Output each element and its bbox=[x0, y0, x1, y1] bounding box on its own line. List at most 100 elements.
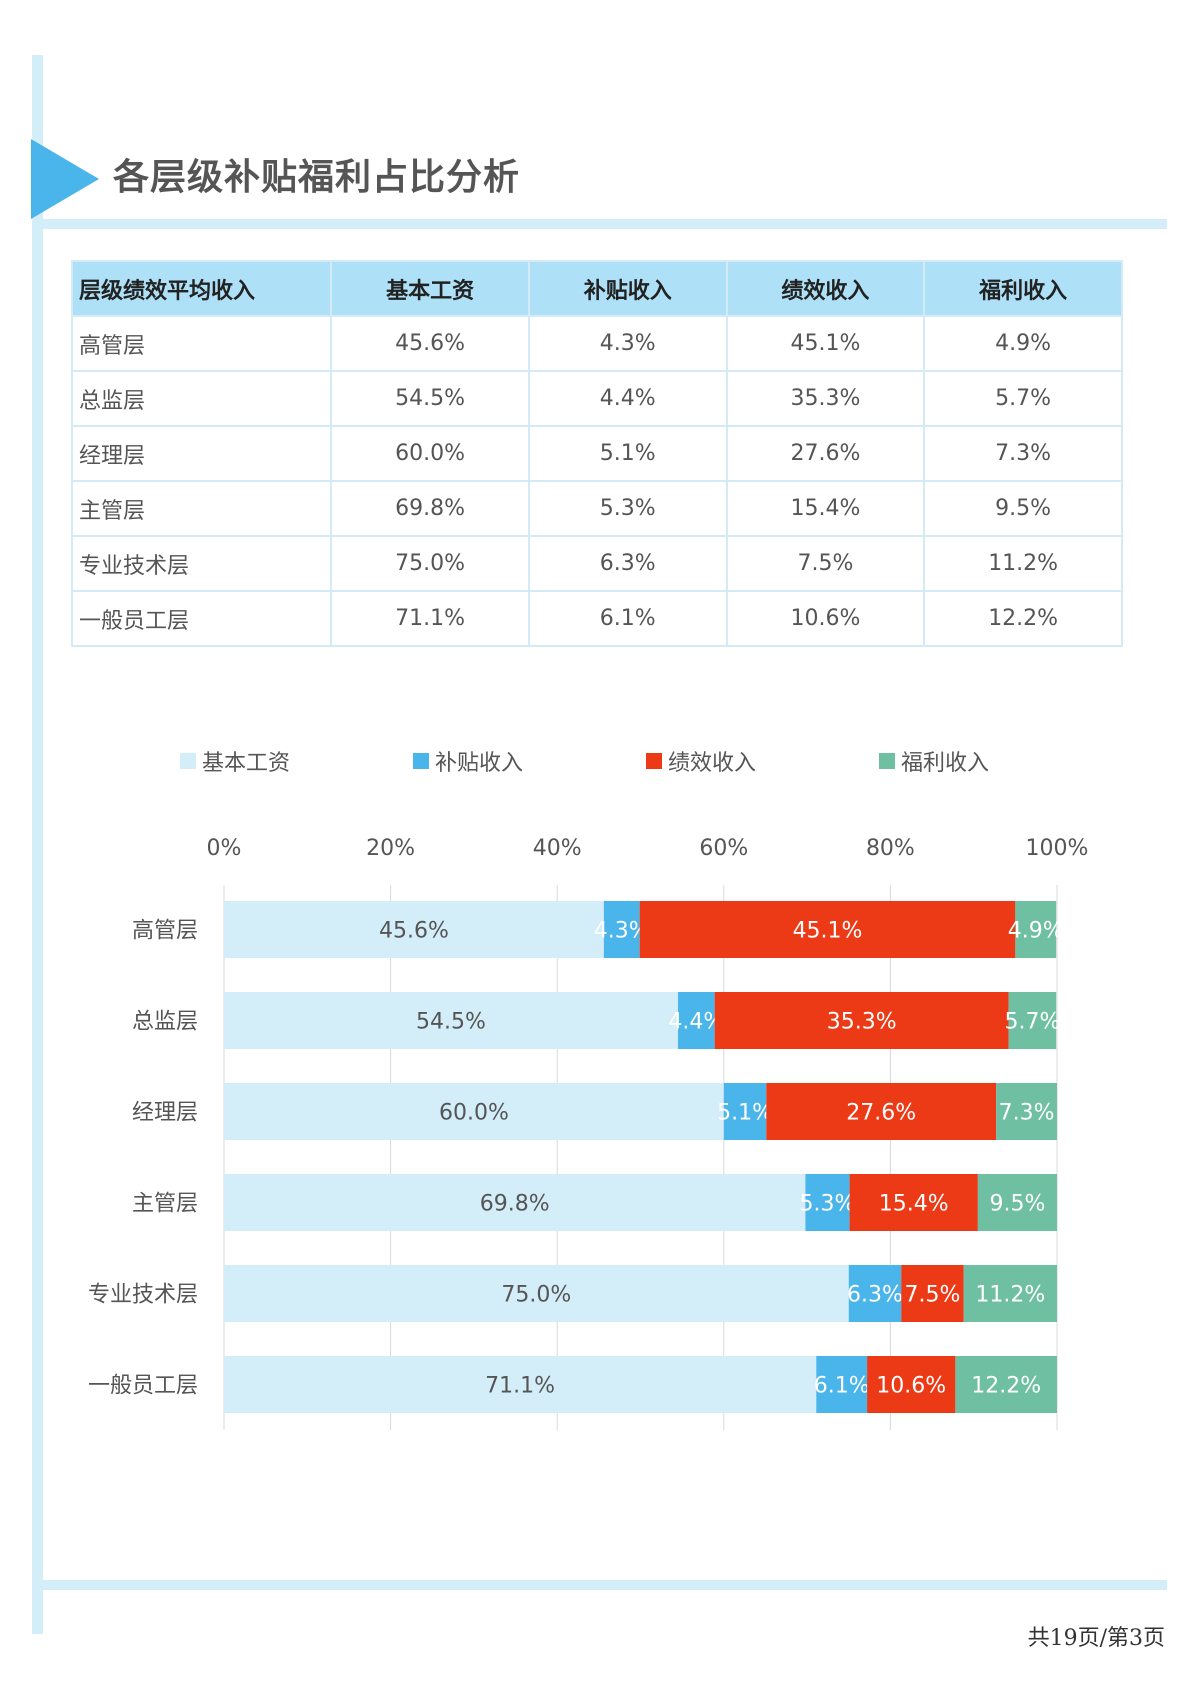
bar-segment bbox=[816, 1356, 868, 1413]
data-label: 45.1% bbox=[793, 919, 863, 944]
x-tick-label: 20% bbox=[366, 836, 415, 861]
table-row: 一般员工层 71.1% 6.1% 10.6% 12.2% bbox=[70, 590, 1123, 647]
data-label: 5.3% bbox=[800, 1192, 856, 1217]
table-cell: 6.3% bbox=[527, 535, 728, 592]
data-label: 35.3% bbox=[827, 1010, 897, 1035]
legend-swatch bbox=[646, 753, 662, 769]
legend-swatch bbox=[413, 753, 429, 769]
category-label: 一般员工层 bbox=[88, 1374, 198, 1399]
table-header-cell: 层级绩效平均收入 bbox=[70, 260, 333, 317]
data-label: 12.2% bbox=[971, 1374, 1041, 1399]
bar-segment bbox=[224, 1356, 817, 1413]
data-label: 75.0% bbox=[501, 1283, 571, 1308]
category-label: 总监层 bbox=[132, 1010, 198, 1035]
table-cell: 一般员工层 bbox=[70, 590, 333, 647]
table-cell: 10.6% bbox=[725, 590, 926, 647]
table-header-cell: 基本工资 bbox=[330, 260, 530, 317]
bar-segment bbox=[603, 901, 640, 958]
bar-segment bbox=[901, 1265, 964, 1322]
table-cell: 主管层 bbox=[70, 480, 333, 537]
table-cell: 5.1% bbox=[527, 425, 728, 482]
legend-item-welfare: 福利收入 bbox=[879, 745, 989, 777]
table-header-cell: 绩效收入 bbox=[725, 260, 926, 317]
bar-segment bbox=[963, 1265, 1057, 1322]
data-label: 54.5% bbox=[416, 1010, 486, 1035]
x-tick-label: 100% bbox=[1026, 836, 1089, 861]
bar-segment bbox=[805, 1174, 850, 1231]
table-cell: 15.4% bbox=[725, 480, 926, 537]
bar-segment bbox=[977, 1174, 1057, 1231]
legend-swatch bbox=[180, 753, 196, 769]
data-label: 4.9% bbox=[1008, 919, 1064, 944]
table-cell: 4.9% bbox=[923, 315, 1123, 372]
table-row: 经理层 60.0% 5.1% 27.6% 7.3% bbox=[70, 425, 1123, 482]
table-cell: 75.0% bbox=[330, 535, 530, 592]
income-ratio-table: 层级绩效平均收入 基本工资 补贴收入 绩效收入 福利收入 高管层 45.6% 4… bbox=[70, 260, 1123, 647]
table-cell: 69.8% bbox=[330, 480, 530, 537]
bar-segment bbox=[867, 1356, 956, 1413]
bar-segment bbox=[723, 1083, 767, 1140]
table-cell: 45.1% bbox=[725, 315, 926, 372]
bar-segment bbox=[996, 1083, 1057, 1140]
legend-label: 基本工资 bbox=[202, 751, 291, 776]
x-tick-label: 40% bbox=[533, 836, 582, 861]
bar-segment bbox=[639, 901, 1016, 958]
x-tick-label: 80% bbox=[866, 836, 915, 861]
table-cell: 5.3% bbox=[527, 480, 728, 537]
table-row: 总监层 54.5% 4.4% 35.3% 5.7% bbox=[70, 370, 1123, 427]
table-cell: 专业技术层 bbox=[70, 535, 333, 592]
bar-segment bbox=[849, 1174, 978, 1231]
bar-segment bbox=[955, 1356, 1057, 1413]
table-header-row: 层级绩效平均收入 基本工资 补贴收入 绩效收入 福利收入 bbox=[70, 260, 1123, 317]
data-label: 7.5% bbox=[905, 1283, 961, 1308]
chart-legend: 基本工资 补贴收入 绩效收入 福利收入 bbox=[0, 745, 1191, 777]
category-label: 主管层 bbox=[132, 1192, 198, 1217]
legend-label: 补贴收入 bbox=[435, 751, 524, 776]
data-label: 60.0% bbox=[439, 1101, 509, 1126]
table-cell: 4.4% bbox=[527, 370, 728, 427]
table-cell: 高管层 bbox=[70, 315, 333, 372]
table-cell: 6.1% bbox=[527, 590, 728, 647]
data-label: 10.6% bbox=[876, 1374, 946, 1399]
table-row: 专业技术层 75.0% 6.3% 7.5% 11.2% bbox=[70, 535, 1123, 592]
table-header-cell: 补贴收入 bbox=[527, 260, 728, 317]
data-label: 27.6% bbox=[846, 1101, 916, 1126]
table-cell: 7.3% bbox=[923, 425, 1123, 482]
table-row: 高管层 45.6% 4.3% 45.1% 4.9% bbox=[70, 315, 1123, 372]
bar-segment bbox=[766, 1083, 997, 1140]
bar-segment bbox=[224, 901, 604, 958]
table-cell: 11.2% bbox=[923, 535, 1123, 592]
data-label: 45.6% bbox=[379, 919, 449, 944]
table-cell: 54.5% bbox=[330, 370, 530, 427]
title-triangle-icon bbox=[31, 139, 99, 219]
table-cell: 4.3% bbox=[527, 315, 728, 372]
bar-segment bbox=[848, 1265, 902, 1322]
bar-segment bbox=[224, 992, 678, 1049]
table-cell: 9.5% bbox=[923, 480, 1123, 537]
decorative-vertical-bar bbox=[32, 55, 43, 1634]
data-label: 6.1% bbox=[814, 1374, 870, 1399]
bar-segment bbox=[714, 992, 1009, 1049]
data-label: 71.1% bbox=[485, 1374, 555, 1399]
page-title: 各层级补贴福利占比分析 bbox=[113, 157, 521, 198]
table-header-cell: 福利收入 bbox=[923, 260, 1123, 317]
legend-item-base: 基本工资 bbox=[180, 745, 290, 777]
bar-segment bbox=[224, 1174, 806, 1231]
bar-segment bbox=[677, 992, 715, 1049]
data-label: 5.1% bbox=[717, 1101, 773, 1126]
table-cell: 60.0% bbox=[330, 425, 530, 482]
table-cell: 总监层 bbox=[70, 370, 333, 427]
bar-segment bbox=[1015, 901, 1057, 958]
table-cell: 5.7% bbox=[923, 370, 1123, 427]
x-tick-label: 60% bbox=[699, 836, 748, 861]
table-row: 主管层 69.8% 5.3% 15.4% 9.5% bbox=[70, 480, 1123, 537]
category-label: 经理层 bbox=[132, 1101, 198, 1126]
legend-swatch bbox=[879, 753, 895, 769]
legend-item-performance: 绩效收入 bbox=[646, 745, 756, 777]
table-cell: 71.1% bbox=[330, 590, 530, 647]
legend-label: 绩效收入 bbox=[668, 751, 757, 776]
data-label: 6.3% bbox=[847, 1283, 903, 1308]
data-label: 15.4% bbox=[879, 1192, 949, 1217]
category-label: 专业技术层 bbox=[88, 1283, 198, 1308]
table-cell: 35.3% bbox=[725, 370, 926, 427]
